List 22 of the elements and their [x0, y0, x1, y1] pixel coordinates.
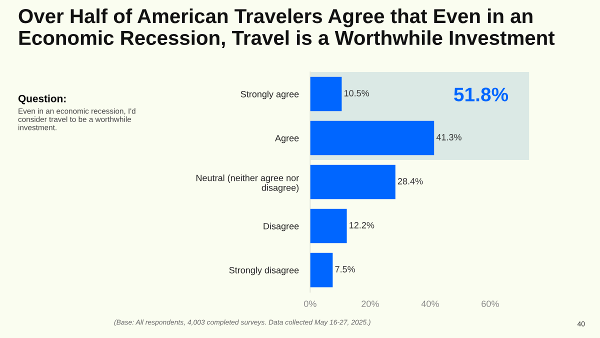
y-tick-label: Neutral (neither agree nor disagree) [196, 174, 299, 193]
x-tick-label: 40% [421, 300, 439, 307]
data-label: 10.5% [344, 90, 370, 96]
x-tick-label: 20% [362, 300, 379, 307]
x-tick-label: 0% [304, 300, 316, 307]
bar [310, 252, 333, 288]
data-label: 12.2% [350, 222, 374, 228]
y-tick-label: Strongly disagree [229, 266, 299, 276]
bar [310, 208, 347, 244]
data-label: 7.5% [335, 266, 356, 272]
y-tick-label: Disagree [264, 222, 299, 232]
band-label: 51.8% [454, 88, 508, 102]
chart-title: Over Half of American Travelers Agree that Even in an Economic Recession, Travel is a Worthwhile Investment [18, 8, 555, 48]
data-label: 28.4% [398, 178, 423, 184]
x-tick-label: 60% [482, 300, 499, 307]
y-tick-label: Agree [275, 135, 299, 144]
bar [310, 120, 434, 156]
text: Question: [18, 94, 66, 104]
bar [310, 76, 342, 112]
data-label: 41.3% [436, 134, 462, 140]
y-tick-label: Strongly agree [240, 90, 299, 100]
bar [310, 164, 396, 200]
